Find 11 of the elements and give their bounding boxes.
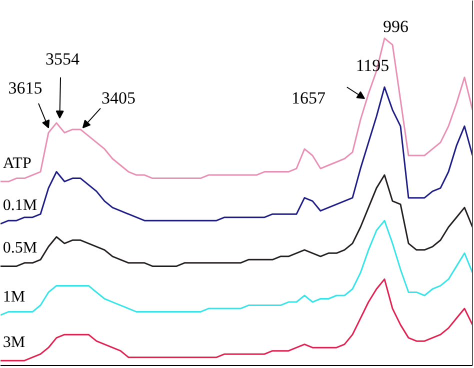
annotation: 1657 bbox=[292, 88, 326, 108]
text: 996 bbox=[382, 16, 408, 36]
series-label: ATP bbox=[2, 154, 32, 172]
annotation: 3554 bbox=[46, 49, 80, 68]
annotation: 3615 bbox=[8, 78, 42, 98]
annotation: 1195 bbox=[356, 56, 390, 75]
series-label: 3M bbox=[2, 334, 26, 351]
series-label: 0.1M bbox=[2, 197, 38, 214]
series-label: 1M bbox=[2, 288, 26, 306]
annotation: 3405 bbox=[102, 88, 136, 108]
series-label: 0.5M bbox=[2, 239, 38, 256]
